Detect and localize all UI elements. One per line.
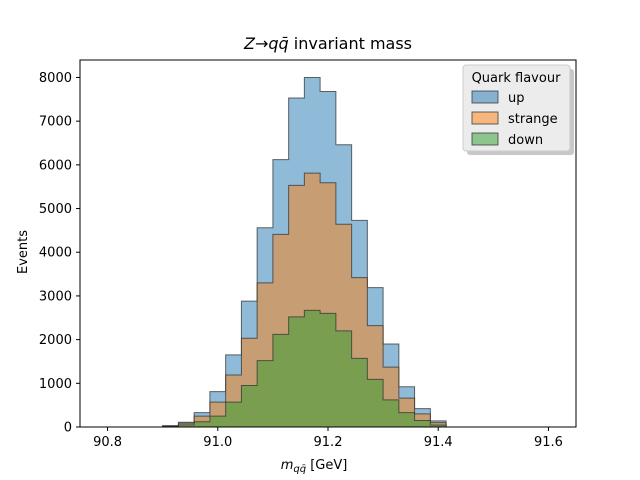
histogram-fill-down <box>162 310 478 427</box>
x-tick-label: 91.0 <box>203 435 232 450</box>
bar-down-bin-14 <box>383 400 399 427</box>
y-tick-label: 7000 <box>39 115 72 130</box>
legend-entry-up: up <box>471 90 525 106</box>
bar-down-bin-7 <box>273 334 289 427</box>
bar-down-bin-8 <box>289 317 305 427</box>
x-label-subscript: qq̄ <box>293 464 306 475</box>
histogram-fill-strange <box>162 173 478 427</box>
y-tick-label: 5000 <box>39 202 72 217</box>
legend-entries: up strange down <box>471 90 558 148</box>
series-down <box>162 309 478 428</box>
bar-down-bin-9 <box>304 310 320 427</box>
bar-down-bin-3 <box>210 416 226 427</box>
title-rest: invariant mass <box>289 34 412 53</box>
legend-box <box>462 64 571 152</box>
legend: Quark flavour up strange down <box>462 64 574 155</box>
legend-swatch-up <box>471 90 499 104</box>
legend-entry-strange: strange <box>471 111 558 127</box>
y-tick-label: 1000 <box>39 377 72 392</box>
legend-title: Quark flavour <box>472 71 561 86</box>
y-tick-label: 2000 <box>39 333 72 348</box>
bar-down-bin-12 <box>352 358 368 427</box>
x-label-unit: [GeV] <box>306 458 347 473</box>
histogram-outline-down <box>162 309 478 428</box>
chart-title: Z→qq̄ invariant mass <box>243 34 412 53</box>
bar-down-bin-16 <box>415 420 431 427</box>
legend-label-strange: strange <box>508 112 558 127</box>
bar-down-bin-5 <box>241 385 257 427</box>
y-tick-label: 6000 <box>39 158 72 173</box>
x-tick-label: 91.4 <box>424 435 453 450</box>
y-tick-label: 3000 <box>39 289 72 304</box>
bar-down-bin-2 <box>194 422 210 427</box>
histogram-outline-strange <box>162 172 478 428</box>
x-axis-ticks: 90.8 91.0 91.2 91.4 91.6 <box>93 427 563 450</box>
legend-label-up: up <box>508 91 525 106</box>
title-z: Z <box>243 34 256 53</box>
bar-down-bin-6 <box>257 361 273 427</box>
legend-entry-down: down <box>471 132 543 148</box>
y-tick-label: 4000 <box>39 246 72 261</box>
x-axis-label: mqq̄ [GeV] <box>281 458 348 475</box>
title-arrow: → <box>255 34 268 53</box>
bar-down-bin-11 <box>336 331 352 427</box>
bar-down-bin-4 <box>226 402 242 427</box>
bar-down-bin-13 <box>367 379 383 427</box>
x-tick-label: 91.6 <box>534 435 563 450</box>
x-label-symbol: m <box>281 458 294 473</box>
legend-swatch-down <box>471 132 499 146</box>
y-tick-label: 0 <box>64 421 72 436</box>
y-axis-ticks: 0 1000 2000 3000 4000 5000 6000 7000 8000 <box>39 71 80 436</box>
x-tick-label: 91.2 <box>314 435 343 450</box>
legend-label-down: down <box>508 133 543 148</box>
legend-swatch-strange <box>471 111 499 125</box>
y-tick-label: 8000 <box>39 71 72 86</box>
bar-down-bin-10 <box>320 313 336 427</box>
y-axis-label: Events <box>16 230 31 274</box>
x-tick-label: 90.8 <box>93 435 122 450</box>
series-strange <box>162 172 478 428</box>
title-qqbar: qq̄ <box>268 34 288 53</box>
bar-down-bin-15 <box>399 413 415 427</box>
bars-layer <box>162 76 478 428</box>
